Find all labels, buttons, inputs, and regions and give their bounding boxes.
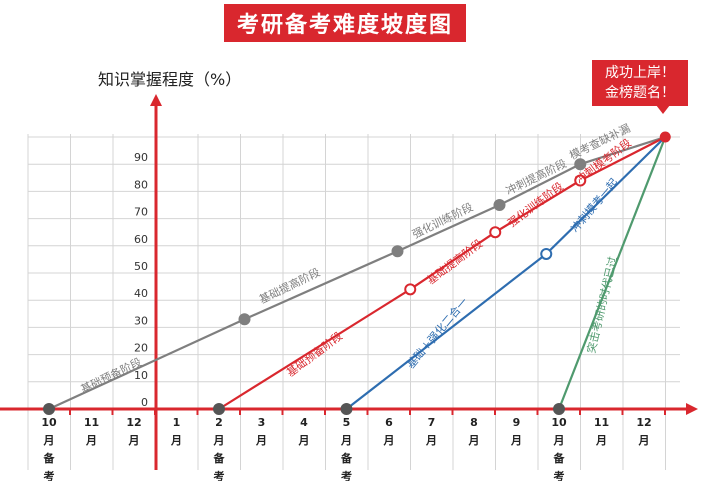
x-tick-label: 11 月 [84, 416, 99, 447]
data-point-gray [574, 158, 587, 171]
stage-label-green: 突击考研的时代已过 [584, 255, 620, 355]
y-tick-label: 40 [134, 287, 148, 300]
x-tick-label: 5 月备考 [340, 416, 353, 481]
callout-line-2: 金榜题名！ [605, 85, 675, 101]
callout-pointer [656, 105, 670, 114]
x-tick-label: 10 月备考 [41, 416, 57, 481]
y-tick-label: 60 [134, 233, 148, 246]
y-axis-arrow [150, 94, 162, 106]
data-point-red [574, 174, 587, 187]
data-point-blue [540, 247, 553, 260]
callout-line-1: 成功上岸！ [605, 65, 675, 81]
x-tick-label: 2 月备考 [213, 416, 226, 481]
y-tick-label: 0 [141, 396, 148, 409]
data-point-red [404, 283, 417, 296]
x-tick-label: 12 月 [126, 416, 141, 447]
data-point-gray [238, 313, 251, 326]
data-point-green [553, 403, 565, 415]
y-tick-label: 80 [134, 178, 148, 191]
chart-title: 考研备考难度坡度图 [224, 4, 466, 42]
data-point-red [489, 226, 502, 239]
y-tick-label: 50 [134, 260, 148, 273]
x-tick-label: 12 月 [636, 416, 651, 447]
goal-point [659, 131, 671, 143]
stage-label-red: 基础提高阶段 [424, 236, 485, 287]
data-point-blue [340, 403, 353, 415]
y-axis-label: 知识掌握程度（%） [98, 70, 242, 89]
data-point-red [213, 403, 225, 415]
y-tick-label: 10 [134, 369, 148, 382]
y-tick-label: 20 [134, 342, 148, 355]
data-point-gray [391, 245, 404, 258]
x-axis-arrow [686, 403, 698, 415]
success-callout: 成功上岸！ 金榜题名！ [592, 60, 688, 106]
stage-label-blue: 基础＋强化二合一 [403, 295, 470, 371]
x-tick-label: 10 月备考 [551, 416, 567, 481]
series-line-green [557, 136, 667, 410]
data-point-gray [493, 199, 506, 211]
y-tick-label: 70 [134, 206, 148, 219]
x-tick-label: 11 月 [594, 416, 609, 447]
series-line-gray [48, 135, 666, 410]
data-point-gray [43, 403, 55, 415]
y-tick-label: 30 [134, 314, 148, 327]
y-tick-label: 90 [134, 151, 148, 164]
